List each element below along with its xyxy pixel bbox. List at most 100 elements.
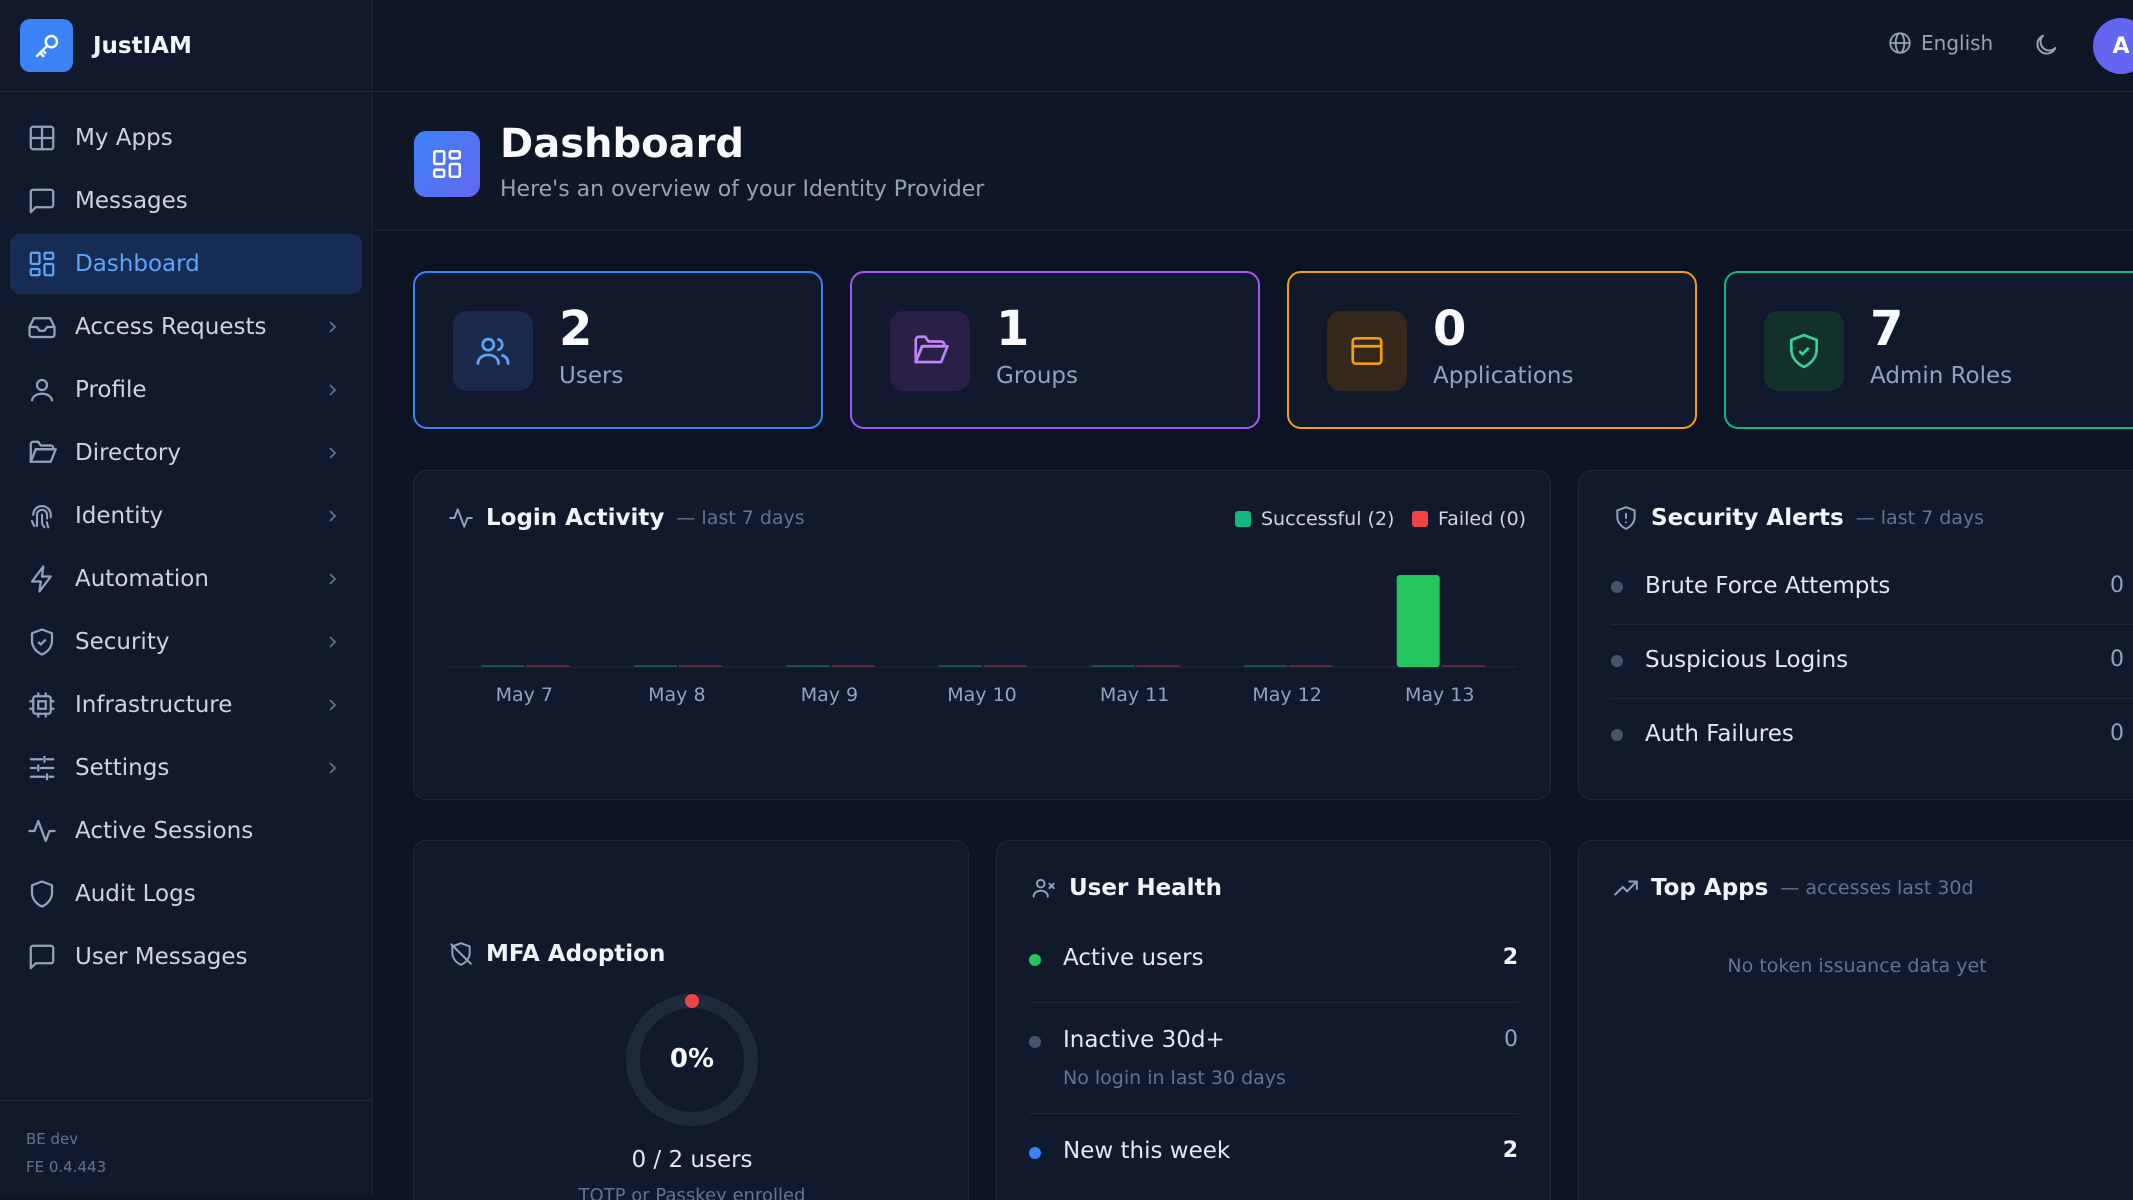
chevron-right-icon [324,445,340,461]
legend-label: Successful (2) [1261,508,1395,530]
panel-title: User Health [1069,875,1222,901]
sidebar-item-label: Automation [75,566,209,592]
alert-label: Suspicious Logins [1645,647,1849,673]
bar-failed-2[interactable] [831,665,875,667]
sidebar-item-label: Dashboard [75,251,200,277]
sidebar-item-label: My Apps [75,125,173,151]
theme-toggle[interactable] [2032,31,2060,59]
x-tick-label: May 13 [1405,684,1475,706]
sidebar-item-messages[interactable]: Messages [10,171,362,231]
sidebar-item-label: Directory [75,440,182,466]
chevron-right-icon [324,634,340,650]
sidebar-item-my-apps[interactable]: My Apps [10,108,362,168]
alert-row-brute-force[interactable]: Brute Force Attempts 0 [1611,551,2133,625]
bar-failed-4[interactable] [1136,665,1180,667]
sidebar-item-label: Audit Logs [75,881,196,907]
sidebar-item-settings[interactable]: Settings [10,738,362,798]
language-selector[interactable]: English [1887,30,1993,56]
health-row-inactive[interactable]: Inactive 30d+ 0 No login in last 30 days [1029,1003,1518,1114]
app-window-icon [1327,311,1407,391]
sidebar-item-audit-logs[interactable]: Audit Logs [10,864,362,924]
sidebar-item-active-sessions[interactable]: Active Sessions [10,801,362,861]
sidebar-item-infrastructure[interactable]: Infrastructure [10,675,362,735]
mfa-count: 0 / 2 users [631,1147,753,1173]
message-square-icon [27,942,57,972]
sidebar-item-label: Settings [75,755,170,781]
alert-count: 0 [2110,721,2124,746]
language-label: English [1921,31,1994,55]
activity-icon [27,816,57,846]
chevron-right-icon [324,697,340,713]
alert-label: Brute Force Attempts [1645,573,1891,599]
bar-successful-3[interactable] [939,665,982,667]
page-title: Dashboard [500,121,744,167]
sidebar-item-user-messages[interactable]: User Messages [10,927,362,987]
sidebar-item-profile[interactable]: Profile [10,360,362,420]
panel-title: Login Activity [486,505,665,531]
sidebar-item-label: Access Requests [75,314,267,340]
brand[interactable]: JustIAM [0,0,372,92]
legend-failed: Failed (0) [1412,508,1526,530]
status-dot [1029,1036,1041,1048]
version-info: BE dev FE 0.4.443 [0,1100,373,1195]
panel-title: Top Apps [1651,875,1769,901]
moon-icon [2032,31,2060,59]
bar-failed-1[interactable] [678,665,722,667]
bar-successful-0[interactable] [481,665,525,667]
bar-successful-5[interactable] [1244,665,1288,667]
stat-card-applications[interactable]: 0 Applications [1287,271,1697,429]
bar-successful-4[interactable] [1091,665,1135,667]
user-x-icon [1031,875,1057,901]
mfa-percent: 0% [669,1044,715,1074]
stat-card-users[interactable]: 2 Users [413,271,823,429]
shield-check-icon [27,627,57,657]
mfa-caption: TOTP or Passkey enrolled [578,1185,806,1200]
x-tick-label: May 10 [947,684,1017,706]
top-apps-title-row: Top Apps — accesses last 30d [1613,875,1974,901]
login-activity-chart: May 7 May 8 May 9 May 10 May 11 May 12 May 13 [448,575,1516,706]
health-sublabel: No login in last 30 days [1063,1067,1286,1089]
bar-successful-1[interactable] [633,665,677,667]
x-tick-label: May 9 [801,684,858,706]
panel-subtitle: — last 7 days [1855,507,1985,529]
x-tick-label: May 12 [1252,684,1322,706]
bar-failed-0[interactable] [526,665,570,667]
avatar[interactable]: A [2093,18,2133,74]
mfa-adoption-panel: MFA Adoption 0% 0 / 2 users TOTP or Pass… [413,840,969,1200]
stat-label: Applications [1433,363,1574,389]
empty-state: No token issuance data yet [1727,955,1987,977]
sidebar-item-label: Profile [75,377,147,403]
stat-value: 0 [1433,301,1467,357]
activity-icon [448,505,474,531]
alert-row-suspicious-logins[interactable]: Suspicious Logins 0 [1611,625,2133,699]
health-label: Inactive 30d+ [1063,1027,1225,1053]
user-health-panel: User Health Active users 2 Inactive 30d+… [996,840,1551,1200]
sidebar-item-identity[interactable]: Identity [10,486,362,546]
sidebar-item-dashboard[interactable]: Dashboard [10,234,362,294]
grid-icon [27,123,57,153]
status-dot [1611,729,1623,741]
fingerprint-icon [27,501,57,531]
health-row-new[interactable]: New this week 2 [1029,1114,1518,1196]
health-label: Active users [1063,945,1204,971]
bar-successful-6[interactable] [1396,575,1440,667]
bar-failed-5[interactable] [1289,665,1333,667]
bar-failed-3[interactable] [984,665,1027,667]
sidebar-item-label: Identity [75,503,164,529]
stat-label: Groups [996,363,1079,389]
sliders-icon [27,753,57,783]
alert-row-auth-failures[interactable]: Auth Failures 0 [1611,699,2133,773]
health-row-active[interactable]: Active users 2 [1029,921,1518,1003]
sidebar-item-security[interactable]: Security [10,612,362,672]
bar-failed-6[interactable] [1441,665,1485,667]
status-dot [1611,655,1623,667]
sidebar-item-directory[interactable]: Directory [10,423,362,483]
stat-card-admin-roles[interactable]: 7 Admin Roles [1724,271,2133,429]
bar-successful-2[interactable] [786,665,830,667]
stat-card-groups[interactable]: 1 Groups [850,271,1260,429]
users-icon [453,311,533,391]
sidebar-item-automation[interactable]: Automation [10,549,362,609]
inbox-icon [27,312,57,342]
sidebar-item-access-requests[interactable]: Access Requests [10,297,362,357]
sidebar-nav: My Apps Messages Dashboard Access Reques… [0,92,372,987]
